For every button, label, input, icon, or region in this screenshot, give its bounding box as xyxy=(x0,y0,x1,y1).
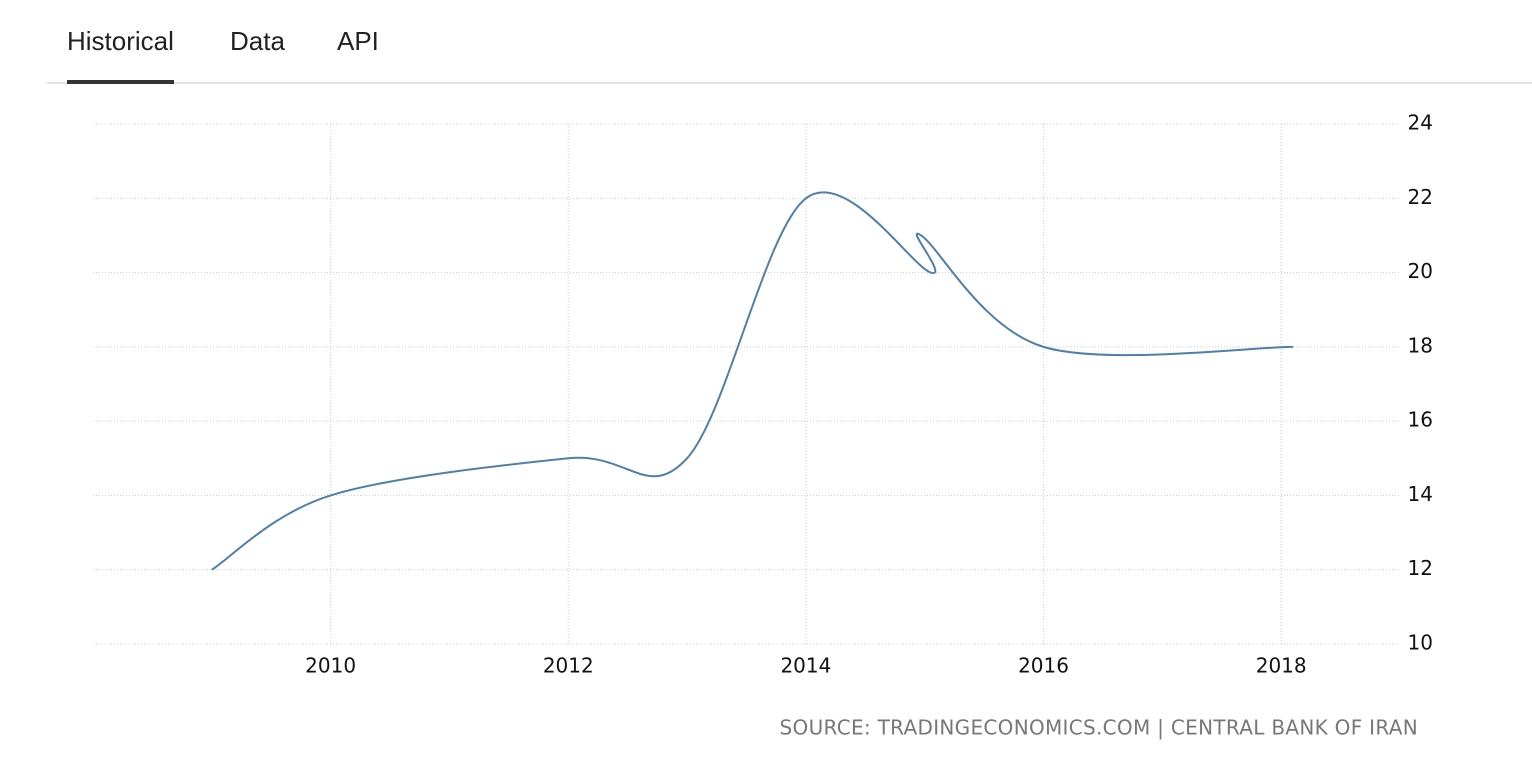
tab[interactable]: Historical xyxy=(67,26,174,84)
y-tick-label: 16 xyxy=(1408,408,1433,432)
y-tick-label: 18 xyxy=(1408,333,1433,357)
x-tick-label: 2018 xyxy=(1256,654,1307,678)
x-tick-label: 2010 xyxy=(305,654,356,678)
y-tick-label: 14 xyxy=(1408,482,1433,506)
y-tick-label: 24 xyxy=(1408,111,1433,135)
x-tick-label: 2016 xyxy=(1018,654,1069,678)
tab[interactable]: API xyxy=(337,26,379,56)
tab-bar: Historical Data API xyxy=(47,0,1532,84)
y-tick-label: 10 xyxy=(1408,631,1433,655)
tab[interactable]: Data xyxy=(230,26,285,56)
y-tick-label: 20 xyxy=(1408,259,1433,283)
source: SOURCE: TRADINGECONOMICS.COM | CENTRAL B… xyxy=(780,716,1418,740)
y-tick-label: 12 xyxy=(1408,556,1433,580)
x-tick-label: 2012 xyxy=(543,654,594,678)
data-line xyxy=(211,191,1294,571)
x-tick-label: 2014 xyxy=(780,654,831,678)
y-tick-label: 22 xyxy=(1408,185,1433,209)
